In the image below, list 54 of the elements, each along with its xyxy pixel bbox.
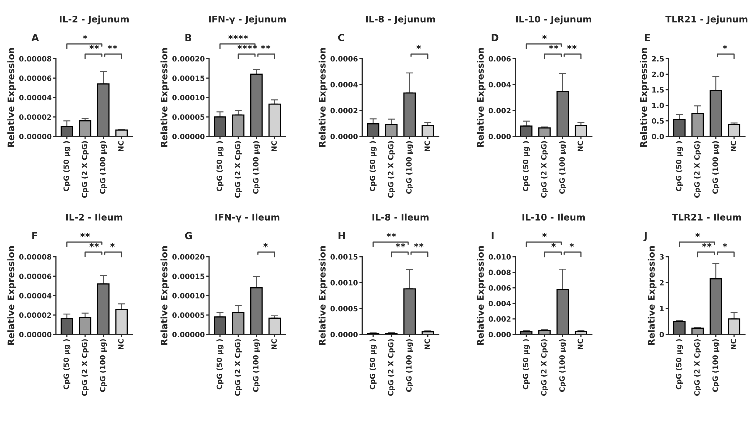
text: D xyxy=(492,34,499,42)
text: ** xyxy=(90,243,100,248)
y-axis-title: Relative Expression xyxy=(8,246,16,346)
text: * xyxy=(416,45,422,50)
chart-title: TLR21 - Ileum xyxy=(672,214,742,221)
y-axis-title: Relative Expression xyxy=(160,48,170,148)
text: * xyxy=(542,34,548,40)
text: * xyxy=(263,243,268,248)
y-axis-title: Relative Expression xyxy=(318,48,328,148)
y-axis-title: Relative Expression xyxy=(648,246,657,346)
text: **** xyxy=(228,34,248,40)
chart-title: IL-2 - Ileum xyxy=(66,214,123,221)
text: ** xyxy=(386,233,396,238)
text: G xyxy=(185,232,192,240)
text: J xyxy=(644,232,647,242)
y-axis-title: Relative Expression xyxy=(477,48,486,148)
chart-title: IL-2 - Jejunum xyxy=(60,16,129,25)
chart-title: IL-10 - Ileum xyxy=(522,214,586,221)
text: F xyxy=(32,232,38,240)
chart-title: IL-8 - Ileum xyxy=(372,214,429,221)
text: * xyxy=(542,233,548,238)
text: ** xyxy=(702,243,712,248)
chart-title: IL-8 - Jejunum xyxy=(366,16,436,25)
text: A xyxy=(32,34,40,42)
text: * xyxy=(110,243,116,248)
text: ** xyxy=(567,45,577,50)
text: ** xyxy=(548,45,559,50)
text: ** xyxy=(414,243,424,248)
y-axis-title: Relative Expression xyxy=(8,48,16,148)
chart-title: TLR21 - Jejunum xyxy=(666,16,748,25)
text: I xyxy=(492,232,494,240)
text: **** xyxy=(238,45,258,50)
text: ** xyxy=(260,45,271,50)
text: * xyxy=(82,34,88,40)
text: B xyxy=(186,34,192,42)
y-axis-title: Relative Expression xyxy=(318,246,328,346)
text: ** xyxy=(90,45,100,50)
text: E xyxy=(645,34,650,42)
chart-title: IL-10 - Jejunum xyxy=(516,16,592,25)
text: * xyxy=(722,45,728,50)
y-axis-title: Relative Expression xyxy=(640,48,649,148)
text: * xyxy=(722,243,728,248)
text: H xyxy=(338,232,346,240)
text: * xyxy=(551,243,556,248)
text: * xyxy=(696,233,700,238)
chart-title: IFN-γ - Jejunum xyxy=(209,16,286,25)
y-axis-title: Relative Expression xyxy=(477,246,486,346)
chart-title: IFN-γ - Ileum xyxy=(216,214,280,223)
text: C xyxy=(338,34,344,42)
y-axis-title: Relative Expression xyxy=(160,246,170,346)
text: ** xyxy=(108,45,118,50)
text: * xyxy=(570,243,574,248)
text: ** xyxy=(396,243,406,248)
text: ** xyxy=(80,233,90,238)
